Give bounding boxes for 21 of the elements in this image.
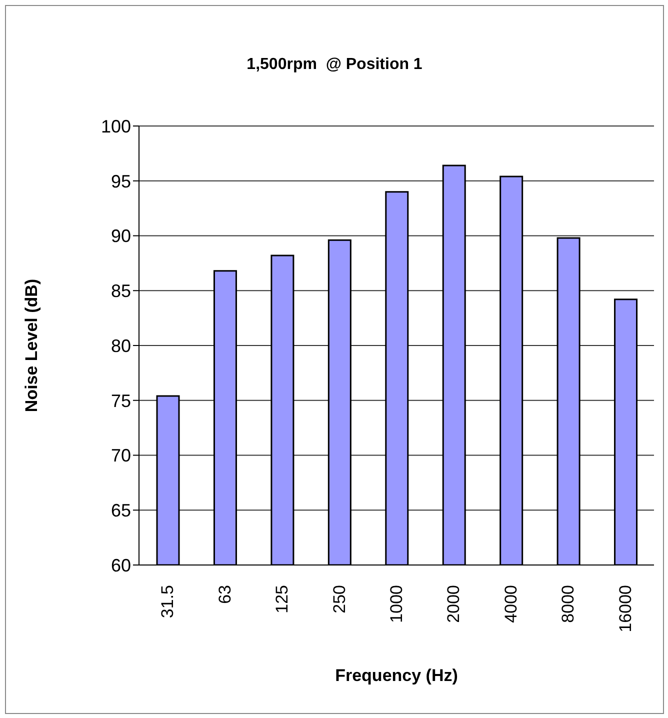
x-tick-label: 63 (215, 585, 234, 604)
chart-title: 1,500rpm @ Position 1 (246, 56, 424, 74)
y-tick-label: 90 (110, 226, 131, 246)
y-tick-label: 60 (110, 555, 131, 576)
x-axis-title: Frequency (Hz) (335, 666, 458, 685)
x-tick-label: 31.5 (158, 585, 178, 618)
y-tick-label: 70 (110, 446, 131, 466)
x-tick-label: 8000 (558, 585, 578, 623)
x-tick-label: 1000 (387, 585, 406, 623)
x-tick-label: 125 (272, 585, 292, 614)
x-tick-label: 4000 (501, 585, 520, 623)
y-tick-label: 100 (100, 116, 131, 136)
x-tick-label: 2000 (444, 585, 464, 623)
y-tick-label: 65 (110, 500, 131, 521)
y-tick-label: 85 (110, 281, 131, 302)
y-tick-label: 95 (110, 171, 131, 192)
y-tick-label: 75 (110, 390, 131, 411)
y-axis-title: Noise Level (dB) (22, 278, 42, 412)
x-tick-label: 250 (330, 585, 349, 614)
y-tick-label: 80 (110, 336, 131, 356)
x-tick-label: 16000 (616, 585, 635, 632)
